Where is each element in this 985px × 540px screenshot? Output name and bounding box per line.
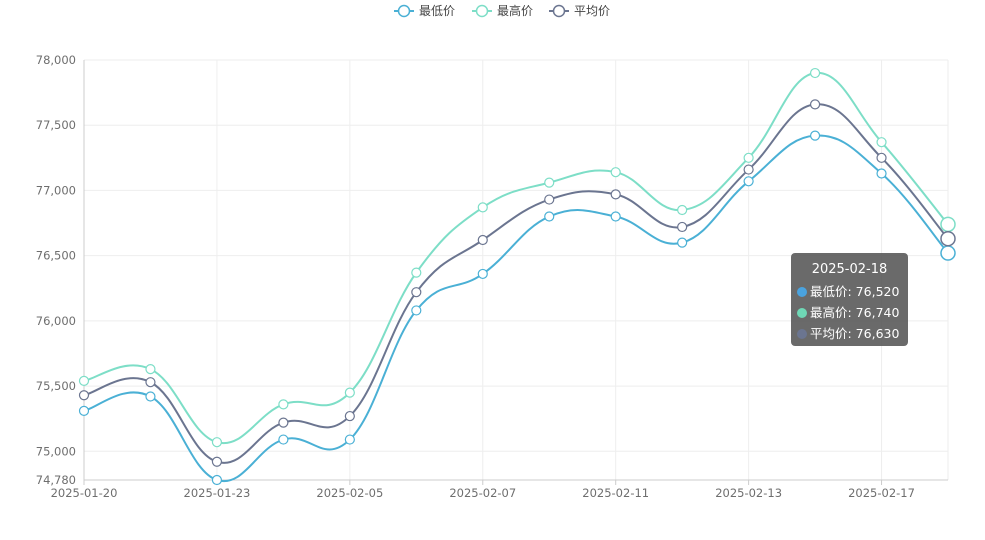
series-low-point[interactable] — [78, 405, 90, 416]
legend-item-high[interactable]: 最高价 — [472, 3, 533, 18]
series-high-point[interactable] — [544, 177, 555, 188]
tooltip-title: 2025-02-18 — [811, 262, 888, 277]
series-avg-point[interactable] — [344, 410, 355, 422]
series-high-point[interactable] — [211, 437, 223, 448]
legend-item-avg[interactable]: 平均价 — [549, 4, 610, 18]
series-high-point[interactable] — [411, 267, 422, 278]
y-tick-label: 76,500 — [36, 249, 76, 263]
series-high-point[interactable] — [78, 375, 90, 386]
series-avg-point[interactable] — [876, 152, 887, 163]
tooltip-avg-dot-icon — [797, 329, 807, 339]
series-high-point[interactable] — [610, 167, 621, 178]
series-low-point[interactable] — [610, 211, 621, 222]
x-tick-label: 2025-02-07 — [449, 486, 516, 500]
legend: 最低价 最高价 平均价 — [394, 3, 610, 18]
series-high-point[interactable] — [743, 152, 754, 163]
series-low-point[interactable] — [344, 434, 355, 445]
tooltip-low-label: 最低价: 76,520 — [810, 284, 900, 299]
series-avg-point[interactable] — [743, 164, 754, 175]
legend-circle-icon — [552, 4, 566, 18]
x-tick-label: 2025-02-11 — [582, 486, 649, 500]
series-avg-point[interactable] — [610, 189, 621, 200]
series-avg-point[interactable] — [809, 99, 821, 110]
series-high-point[interactable] — [278, 399, 289, 410]
tooltip: 2025-02-18 最低价: 76,520 最高价: 76,740 平均价: … — [791, 253, 908, 346]
series-low-point[interactable] — [677, 237, 688, 248]
tooltip-high-dot-icon — [797, 308, 807, 318]
series-low-point[interactable] — [211, 474, 223, 486]
series-avg-point[interactable] — [677, 221, 688, 233]
tooltip-row-high: 最高价: 76,740 — [791, 302, 908, 323]
series-avg-point[interactable] — [940, 230, 956, 247]
series-low-point[interactable] — [544, 211, 555, 222]
series-avg-point[interactable] — [544, 194, 555, 205]
x-tick-label: 2025-02-05 — [316, 486, 383, 500]
legend-circle-icon — [475, 4, 489, 18]
x-tick-label: 2025-02-13 — [715, 486, 782, 500]
x-tick-label: 2025-01-23 — [184, 486, 251, 500]
tooltip-avg-label: 平均价: 76,630 — [810, 326, 900, 341]
series-avg-point[interactable] — [278, 417, 289, 428]
series-low-point[interactable] — [477, 268, 488, 280]
series-high-point[interactable] — [344, 387, 355, 398]
series-high-point[interactable] — [809, 67, 821, 79]
series-avg-point[interactable] — [145, 377, 156, 388]
x-tick-label: 2025-02-17 — [848, 486, 915, 500]
tooltip-row-avg: 平均价: 76,630 — [791, 323, 908, 344]
series-avg-point[interactable] — [411, 287, 422, 298]
y-tick-label: 74,780 — [36, 473, 76, 487]
tooltip-row-low: 最低价: 76,520 — [791, 281, 908, 302]
series-low-point[interactable] — [940, 245, 956, 261]
series-low-point[interactable] — [743, 176, 754, 187]
series-high-point[interactable] — [477, 202, 488, 213]
series-low-point[interactable] — [278, 434, 289, 445]
series-low-line — [83, 134, 949, 483]
series-low-point[interactable] — [809, 130, 821, 141]
series-avg-point[interactable] — [78, 390, 90, 401]
y-axis-tick-labels: 74,780 75,000 75,500 76,000 76,500 77,000 77,5… — [36, 53, 76, 487]
legend-item-low[interactable]: 最低价 — [394, 4, 455, 18]
series-high-point[interactable] — [677, 204, 688, 216]
legend-label: 平均价 — [574, 4, 610, 18]
y-tick-label: 77,000 — [36, 183, 76, 197]
series-avg-point[interactable] — [211, 456, 223, 467]
series-points — [78, 67, 956, 486]
y-tick-label: 75,500 — [36, 379, 76, 393]
series-avg-point[interactable] — [477, 234, 488, 246]
x-tick-label: 2025-01-20 — [51, 486, 118, 500]
y-tick-label: 78,000 — [36, 53, 76, 67]
series-low-point[interactable] — [876, 168, 887, 179]
x-axis-tick-labels: 2025-01-20 2025-01-23 2025-02-05 2025-02-07… — [51, 486, 915, 500]
series-high-point[interactable] — [876, 137, 887, 148]
tooltip-high-label: 最高价: 76,740 — [810, 305, 900, 320]
series-high-point[interactable] — [145, 364, 156, 375]
legend-label: 最低价 — [419, 4, 455, 18]
y-tick-label: 77,500 — [36, 118, 76, 132]
series-high-point[interactable] — [940, 216, 956, 233]
legend-label: 最高价 — [497, 3, 533, 18]
series-low-point[interactable] — [145, 391, 156, 402]
legend-circle-icon — [397, 4, 411, 18]
series-low-point[interactable] — [411, 305, 422, 316]
tooltip-low-dot-icon — [797, 287, 807, 297]
y-tick-label: 76,000 — [36, 314, 76, 328]
y-tick-label: 75,000 — [36, 444, 76, 458]
